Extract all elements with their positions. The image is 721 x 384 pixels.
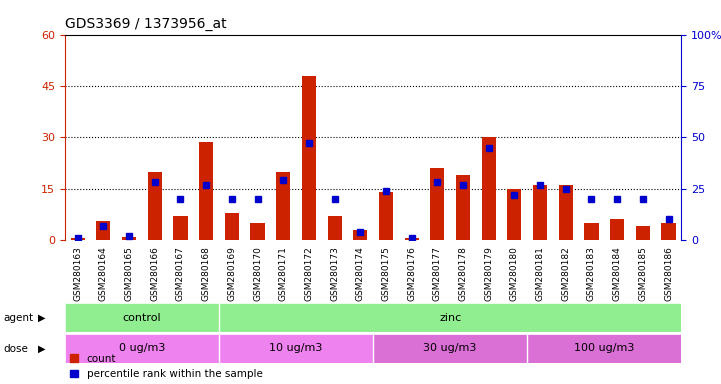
Bar <box>327 216 342 240</box>
Bar <box>661 223 676 240</box>
Bar <box>373 334 527 363</box>
Text: 0 ug/m3: 0 ug/m3 <box>119 343 165 354</box>
Text: ▶: ▶ <box>37 313 45 323</box>
Text: GDS3369 / 1373956_at: GDS3369 / 1373956_at <box>65 17 226 31</box>
Bar <box>527 334 681 363</box>
Bar <box>219 334 373 363</box>
Bar <box>636 226 650 240</box>
Text: control: control <box>123 313 162 323</box>
Bar <box>404 238 419 240</box>
Bar <box>97 221 110 240</box>
Text: ▶: ▶ <box>37 344 45 354</box>
Bar <box>533 185 547 240</box>
Bar <box>610 220 624 240</box>
Legend: count, percentile rank within the sample: count, percentile rank within the sample <box>70 354 262 379</box>
Bar <box>148 172 162 240</box>
Text: 30 ug/m3: 30 ug/m3 <box>423 343 477 354</box>
Text: 10 ug/m3: 10 ug/m3 <box>270 343 323 354</box>
Bar <box>225 213 239 240</box>
Bar <box>65 334 219 363</box>
Text: 100 ug/m3: 100 ug/m3 <box>574 343 634 354</box>
Text: dose: dose <box>4 344 29 354</box>
Bar <box>65 303 219 332</box>
Bar <box>559 185 572 240</box>
Bar <box>250 223 265 240</box>
Bar <box>430 168 444 240</box>
Bar <box>219 303 681 332</box>
Bar <box>353 230 367 240</box>
Bar <box>508 189 521 240</box>
Bar <box>199 142 213 240</box>
Bar <box>122 237 136 240</box>
Bar <box>302 76 316 240</box>
Bar <box>174 216 187 240</box>
Text: zinc: zinc <box>439 313 461 323</box>
Text: agent: agent <box>4 313 34 323</box>
Bar <box>456 175 470 240</box>
Bar <box>379 192 393 240</box>
Bar <box>276 172 291 240</box>
Bar <box>482 137 496 240</box>
Bar <box>71 238 85 240</box>
Bar <box>585 223 598 240</box>
